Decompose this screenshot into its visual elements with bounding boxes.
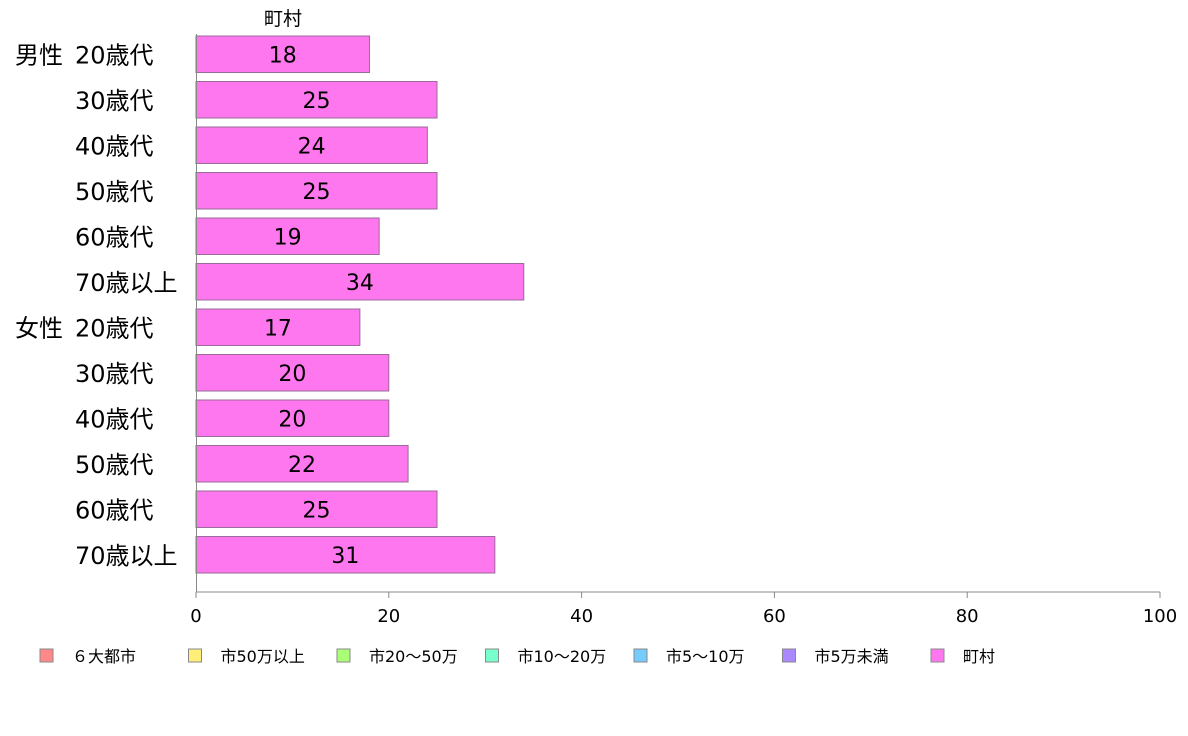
bar xyxy=(195,172,438,210)
x-tick-label: 0 xyxy=(190,606,201,627)
legend-label: 町村 xyxy=(963,647,995,666)
legend-label: 市10～20万 xyxy=(518,647,607,666)
legend-label: ６大都市 xyxy=(72,647,136,666)
legend: ６大都市 市50万以上 市20～50万 市10～20万 市5～10万 市5万未満 町村 xyxy=(39,647,995,666)
data-label: 31 xyxy=(331,544,359,569)
category-label: 70歳以上 xyxy=(75,542,178,570)
legend-label: 市50万以上 xyxy=(221,647,305,666)
data-label: 25 xyxy=(303,89,331,114)
category-label: 40歳代 xyxy=(75,405,154,433)
x-tick-label: 20 xyxy=(377,606,400,627)
legend-swatch xyxy=(782,648,796,663)
data-label: 25 xyxy=(303,180,331,205)
data-label: 24 xyxy=(298,134,326,159)
category-label: 60歳代 xyxy=(75,496,154,524)
data-label: 22 xyxy=(288,453,316,478)
bar xyxy=(195,35,371,73)
data-label: 17 xyxy=(264,316,292,341)
series-title: 町村 xyxy=(264,8,302,30)
bar xyxy=(195,308,361,346)
group-label: 女性 xyxy=(15,314,63,342)
category-label: 60歳代 xyxy=(75,223,154,251)
legend-label: 市20～50万 xyxy=(369,647,458,666)
category-label: 50歳代 xyxy=(75,178,154,206)
data-label: 20 xyxy=(278,407,306,432)
legend-swatch xyxy=(930,648,945,663)
category-label: 20歳代 xyxy=(75,41,154,69)
legend-swatch xyxy=(39,648,54,663)
legend-label: 市5万未満 xyxy=(815,647,889,666)
category-label: 30歳代 xyxy=(75,87,154,115)
bar xyxy=(195,536,496,574)
data-label: 18 xyxy=(269,43,297,68)
bar xyxy=(195,490,438,528)
bar xyxy=(195,126,428,164)
category-label: 30歳代 xyxy=(75,360,154,388)
bar xyxy=(195,81,438,119)
x-tick-label: 60 xyxy=(763,606,786,627)
x-tick-label: 100 xyxy=(1143,606,1177,627)
category-labels: 20歳代男性30歳代40歳代50歳代60歳代70歳以上20歳代女性30歳代40歳… xyxy=(15,41,178,570)
bar xyxy=(195,445,409,483)
data-label: 34 xyxy=(346,271,374,296)
x-axis: 0 20 40 60 80 100 xyxy=(190,34,1177,627)
category-label: 70歳以上 xyxy=(75,269,178,297)
bar xyxy=(195,217,380,255)
legend-label: 市5～10万 xyxy=(666,647,745,666)
x-tick-label: 80 xyxy=(956,606,979,627)
bar xyxy=(195,263,525,301)
data-label: 25 xyxy=(303,498,331,523)
x-tick-label: 40 xyxy=(570,606,593,627)
category-label: 40歳代 xyxy=(75,132,154,160)
data-label: 20 xyxy=(278,362,306,387)
group-label: 男性 xyxy=(15,41,63,69)
category-label: 20歳代 xyxy=(75,314,154,342)
category-label: 50歳代 xyxy=(75,451,154,479)
legend-swatch xyxy=(633,648,648,663)
legend-swatch xyxy=(336,648,351,663)
data-label: 19 xyxy=(274,225,302,250)
legend-swatch xyxy=(188,648,202,663)
legend-swatch xyxy=(485,648,499,663)
